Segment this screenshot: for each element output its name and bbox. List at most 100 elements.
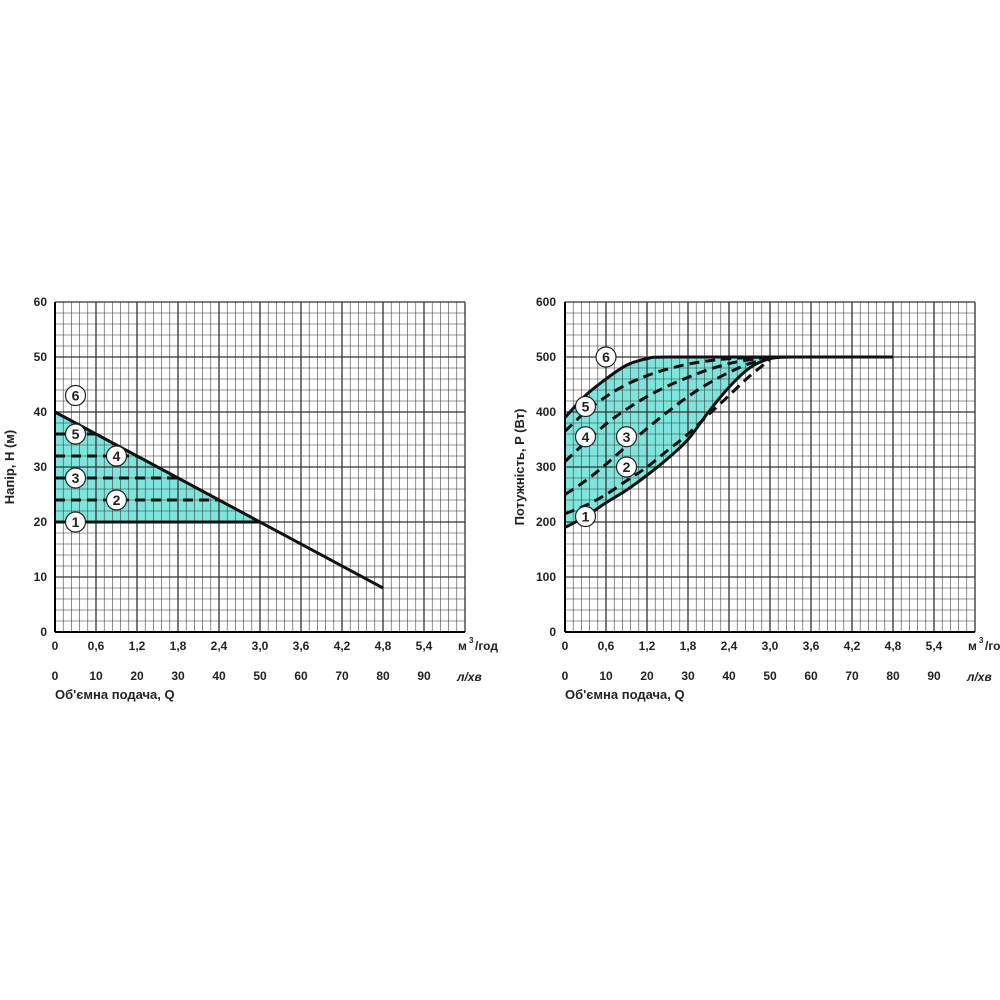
grid — [54, 301, 466, 633]
x-tick-label-m3h: 0,6 — [598, 639, 615, 653]
x-unit-m3h: м — [968, 639, 977, 653]
curve-label-5: 5 — [72, 426, 80, 442]
curve-label-4: 4 — [113, 448, 121, 464]
curve-label-1: 1 — [72, 514, 80, 530]
x-axis-title: Об'ємна подача, Q — [565, 687, 685, 702]
x-tick-label-lmin: 50 — [763, 669, 777, 683]
series-line-5 — [563, 355, 771, 433]
x-tick-label-m3h: 3,6 — [803, 639, 820, 653]
curve-label-circle — [64, 423, 87, 445]
y-tick-label: 500 — [536, 350, 556, 364]
y-tick-label: 400 — [536, 405, 556, 419]
curve-label-6: 6 — [602, 349, 610, 365]
x-tick-label-m3h: 1,8 — [680, 639, 697, 653]
x-unit-m3h-sup: 3 — [979, 636, 984, 645]
curve-label-circle — [574, 426, 597, 448]
x-unit-lmin: л/хв — [456, 670, 482, 684]
x-tick-label-lmin: 10 — [89, 669, 103, 683]
curve-label-4: 4 — [582, 429, 590, 445]
x-tick-label-lmin: 70 — [335, 669, 349, 683]
x-tick-label-m3h: 5,4 — [416, 639, 433, 653]
x-tick-label-m3h: 1,2 — [639, 639, 656, 653]
x-tick-label-lmin: 30 — [681, 669, 695, 683]
y-tick-label: 20 — [34, 515, 48, 529]
y-tick-label: 600 — [536, 295, 556, 309]
x-tick-label-lmin: 0 — [562, 669, 569, 683]
x-unit-lmin: л/хв — [966, 670, 992, 684]
y-tick-label: 50 — [34, 350, 48, 364]
x-tick-label-m3h: 4,2 — [334, 639, 351, 653]
x-tick-label-lmin: 30 — [171, 669, 185, 683]
series-line-3 — [564, 356, 771, 496]
x-tick-label-lmin: 70 — [845, 669, 859, 683]
y-tick-label: 100 — [536, 570, 556, 584]
x-tick-label-lmin: 90 — [927, 669, 941, 683]
x-tick-label-lmin: 80 — [886, 669, 900, 683]
x-tick-label-m3h: 0 — [52, 639, 59, 653]
x-unit-m3h-tail: /год — [985, 639, 1000, 653]
y-tick-label: 30 — [34, 460, 48, 474]
y-tick-label: 60 — [34, 295, 48, 309]
curve-label-circle — [615, 456, 638, 478]
curve-label-1: 1 — [582, 509, 590, 525]
x-unit-m3h-tail: /год — [475, 639, 498, 653]
y-tick-label: 300 — [536, 460, 556, 474]
curve-label-5: 5 — [582, 399, 590, 415]
x-tick-label-m3h: 3,6 — [293, 639, 310, 653]
x-tick-label-lmin: 0 — [52, 669, 59, 683]
y-tick-label: 0 — [40, 625, 47, 639]
x-tick-label-lmin: 90 — [417, 669, 431, 683]
y-tick-label: 200 — [536, 515, 556, 529]
curve-label-circle — [595, 346, 617, 368]
x-tick-label-lmin: 50 — [253, 669, 267, 683]
x-tick-label-m3h: 5,4 — [926, 639, 943, 653]
curve-label-circle — [574, 505, 597, 528]
x-tick-label-m3h: 4,8 — [375, 639, 392, 653]
x-tick-label-m3h: 1,2 — [129, 639, 146, 653]
x-tick-label-lmin: 60 — [294, 669, 308, 683]
y-axis-title: Напір, H (м) — [2, 430, 17, 505]
series-line-2 — [564, 358, 771, 516]
x-tick-label-m3h: 0,6 — [88, 639, 105, 653]
curve-label-circle — [574, 395, 597, 418]
x-tick-label-m3h: 2,4 — [721, 639, 738, 653]
curve-label-circle — [64, 511, 87, 533]
x-tick-label-lmin: 10 — [599, 669, 613, 683]
curve-label-circle — [615, 426, 638, 448]
curve-label-2: 2 — [113, 492, 121, 508]
x-axis-title: Об'ємна подача, Q — [55, 687, 175, 702]
y-tick-label: 40 — [34, 405, 48, 419]
x-tick-label-m3h: 4,8 — [885, 639, 902, 653]
y-axis-title: Потужність, P (Вт) — [512, 409, 527, 526]
curve-label-circle — [64, 467, 87, 489]
curve-label-3: 3 — [623, 429, 631, 445]
x-tick-label-m3h: 3,0 — [252, 639, 269, 653]
y-tick-label: 0 — [549, 625, 556, 639]
x-unit-m3h-sup: 3 — [469, 636, 474, 645]
series-line-1 — [564, 355, 791, 529]
x-tick-label-lmin: 80 — [376, 669, 390, 683]
x-unit-m3h: м — [458, 639, 467, 653]
curve-label-3: 3 — [72, 470, 80, 486]
y-tick-label: 10 — [34, 570, 48, 584]
x-tick-label-m3h: 3,0 — [762, 639, 779, 653]
x-tick-label-m3h: 0 — [562, 639, 569, 653]
x-tick-label-m3h: 2,4 — [211, 639, 228, 653]
curve-label-circle — [105, 445, 128, 467]
series-line-6 — [54, 410, 384, 590]
curve-label-6: 6 — [72, 388, 80, 404]
x-tick-label-m3h: 4,2 — [844, 639, 861, 653]
curve-label-circle — [105, 489, 128, 511]
x-tick-label-lmin: 20 — [130, 669, 144, 683]
curve-label-circle — [64, 384, 87, 407]
x-tick-label-lmin: 40 — [722, 669, 736, 683]
x-tick-label-lmin: 20 — [640, 669, 654, 683]
x-tick-label-lmin: 40 — [212, 669, 226, 683]
curve-label-2: 2 — [623, 459, 631, 475]
x-tick-label-lmin: 60 — [804, 669, 818, 683]
series-line-4 — [563, 355, 771, 463]
x-tick-label-m3h: 1,8 — [170, 639, 187, 653]
